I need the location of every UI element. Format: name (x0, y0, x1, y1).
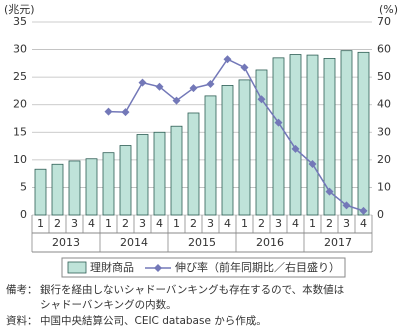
bar (136, 134, 149, 216)
x-tick-label: 3 (275, 217, 282, 230)
x-tick-label: 4 (292, 217, 299, 230)
notes-label: 備考： (6, 283, 38, 296)
bar (85, 158, 98, 216)
marker (155, 82, 164, 91)
year-label: 2015 (188, 236, 216, 249)
x-tick-label: 4 (224, 217, 231, 230)
marker (291, 144, 300, 153)
x-tick-label: 2 (258, 217, 265, 230)
x-tick-label: 2 (190, 217, 197, 230)
y2-tick-label: 0 (377, 208, 384, 221)
x-tick-label: 1 (173, 217, 180, 230)
x-tick-label: 1 (241, 217, 248, 230)
y-tick-label: 30 (13, 43, 27, 56)
marker (274, 118, 283, 127)
year-label: 2013 (52, 236, 80, 249)
y-tick-label: 10 (13, 153, 27, 166)
x-tick-label: 2 (54, 217, 61, 230)
marker (240, 63, 249, 72)
x-tick-label: 4 (360, 217, 367, 230)
marker (121, 108, 130, 117)
marker (325, 187, 334, 196)
x-tick-label: 3 (139, 217, 146, 230)
x-tick-label: 1 (37, 217, 44, 230)
legend-marker (154, 264, 162, 272)
y-tick-label: 0 (20, 208, 27, 221)
legend-label: 理財商品 (90, 260, 134, 274)
bar (204, 95, 217, 216)
y-tick-label: 15 (13, 125, 27, 138)
marker (342, 201, 351, 210)
notes-line: 銀行を経由しないシャドーバンキングも存在するので、本数値は (40, 283, 344, 296)
bar (238, 79, 251, 216)
marker (308, 159, 317, 168)
x-tick-label: 3 (343, 217, 350, 230)
year-label: 2016 (256, 236, 284, 249)
y-unit: (兆元) (4, 3, 35, 16)
bar (221, 85, 234, 216)
y-tick-label: 35 (13, 15, 27, 28)
y-tick-label: 25 (13, 70, 27, 83)
x-tick-label: 1 (309, 217, 316, 230)
bar (102, 152, 115, 216)
marker (257, 95, 266, 104)
y2-tick-label: 10 (377, 180, 391, 193)
marker (172, 96, 181, 105)
y2-unit: (%) (379, 3, 398, 16)
y-tick-label: 5 (20, 180, 27, 193)
notes-line: シャドーバンキングの内数。 (40, 298, 177, 311)
bar (153, 131, 166, 216)
y2-tick-label: 20 (377, 153, 391, 166)
bar (340, 50, 353, 216)
bar (187, 112, 200, 216)
x-tick-label: 1 (105, 217, 112, 230)
marker (223, 55, 232, 64)
y-tick-label: 20 (13, 98, 27, 111)
bar (357, 51, 370, 216)
y2-tick-label: 60 (377, 43, 391, 56)
bar (289, 54, 302, 216)
legend-box (61, 257, 346, 278)
bar (306, 54, 319, 216)
bar (272, 57, 285, 216)
bar (68, 160, 81, 216)
marker (104, 107, 113, 116)
year-label: 2014 (120, 236, 148, 249)
x-tick-label: 4 (156, 217, 163, 230)
marker (189, 84, 198, 93)
bar (255, 69, 268, 216)
legend-swatch (67, 261, 87, 274)
x-tick-label: 2 (122, 217, 129, 230)
y2-tick-label: 70 (377, 15, 391, 28)
marker (206, 80, 215, 89)
bar (170, 125, 183, 216)
source-text: 中国中央結算公司、CEIC database から作成。 (40, 314, 267, 327)
bar (51, 163, 64, 216)
x-tick-label: 3 (207, 217, 214, 230)
source-label: 資料： (6, 314, 38, 327)
bar (119, 145, 132, 216)
line (108, 58, 364, 212)
legend-label: 伸び率（前年同期比／右目盛り） (175, 260, 340, 274)
marker (359, 206, 368, 215)
y2-tick-label: 40 (377, 98, 391, 111)
x-tick-label: 4 (88, 217, 95, 230)
y2-tick-label: 30 (377, 125, 391, 138)
y2-tick-label: 50 (377, 70, 391, 83)
marker (138, 78, 147, 87)
x-tick-label: 3 (71, 217, 78, 230)
x-tick-label: 2 (326, 217, 333, 230)
year-label: 2017 (324, 236, 352, 249)
bar (323, 57, 336, 216)
bar (34, 168, 47, 216)
